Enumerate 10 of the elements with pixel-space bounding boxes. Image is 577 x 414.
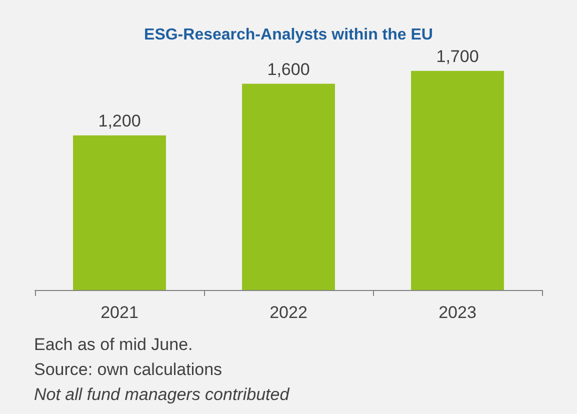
x-tick-label: 2023	[438, 303, 476, 322]
data-label: 1,700	[436, 46, 479, 66]
chart-title: ESG-Research-Analysts within the EU	[144, 26, 433, 44]
x-tick-label: 2021	[100, 303, 138, 322]
text: Not all fund managers contributed	[34, 385, 290, 404]
text: Each as of mid June.	[34, 335, 193, 354]
data-label: 1,600	[267, 60, 310, 79]
data-label: 1,200	[98, 111, 141, 130]
source-note: Source: own calculations	[34, 360, 222, 379]
x-tick-label: 2022	[270, 303, 308, 322]
